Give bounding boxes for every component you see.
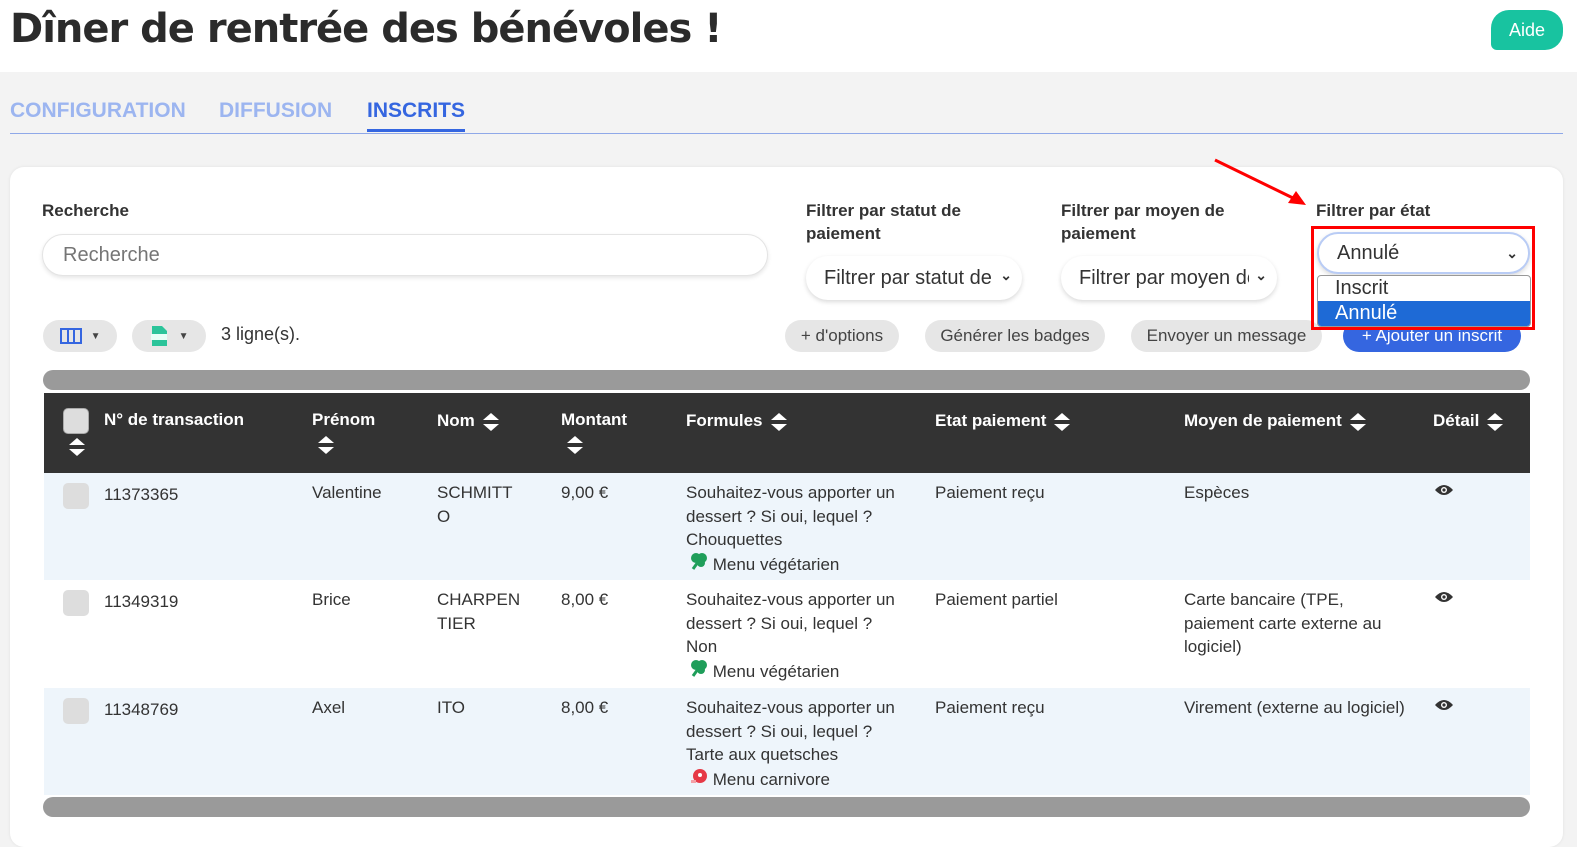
sort-icon[interactable] xyxy=(318,435,334,455)
column-header-moyen[interactable]: Moyen de paiement xyxy=(1184,410,1366,432)
menu: Menu végétarien xyxy=(712,554,840,574)
xlsx-file-icon xyxy=(150,326,167,346)
chevron-down-icon: ⌄ xyxy=(1000,267,1012,283)
caret-down-icon: ▼ xyxy=(178,330,189,342)
column-header-detail[interactable]: Détail xyxy=(1433,410,1504,432)
annotation-highlight-box xyxy=(1311,226,1535,330)
table-row: 11348769 Axel ITO 8,00 € Souhaitez-vous … xyxy=(44,688,1530,795)
horizontal-scrollbar-top[interactable] xyxy=(43,370,1530,390)
caret-down-icon: ▼ xyxy=(90,330,101,342)
column-header-transaction[interactable]: N° de transaction xyxy=(104,410,244,429)
generate-badges-button[interactable]: Générer les badges xyxy=(925,320,1105,352)
meat-icon xyxy=(690,768,708,789)
sort-icon[interactable] xyxy=(1349,412,1366,432)
help-button[interactable]: Aide xyxy=(1491,10,1563,50)
broccoli-icon xyxy=(690,552,708,574)
search-label: Recherche xyxy=(42,201,129,220)
column-header-nom[interactable]: Nom xyxy=(437,410,499,432)
search-input[interactable] xyxy=(42,234,768,276)
select-all-checkbox[interactable] xyxy=(63,408,89,434)
column-header-etat[interactable]: Etat paiement xyxy=(935,410,1071,432)
tab-diffusion[interactable]: DIFFUSION xyxy=(219,99,333,122)
table-row: 11349319 Brice CHARPENTIER 8,00 € Souhai… xyxy=(44,580,1530,688)
etat-dropdown-list: Inscrit Annulé xyxy=(1317,275,1531,327)
moyen-filter-select[interactable]: Filtrer par moyen de paiement ⌄ xyxy=(1061,256,1277,300)
tab-inscrits[interactable]: INSCRITS xyxy=(367,99,466,132)
column-header-formules[interactable]: Formules xyxy=(686,410,787,432)
tab-configuration[interactable]: CONFIGURATION xyxy=(10,99,186,122)
eye-icon[interactable] xyxy=(1434,483,1454,497)
moyen-filter-label: Filtrer par moyen de paiement xyxy=(1061,201,1225,243)
etat-option-annule[interactable]: Annulé xyxy=(1318,301,1530,326)
prenom: Valentine xyxy=(312,483,382,502)
montant: 8,00 € xyxy=(561,698,609,717)
columns-toggle-button[interactable]: ▼ xyxy=(43,320,117,352)
column-header-montant[interactable]: Montant xyxy=(561,409,627,455)
formule: Souhaitez-vous apporter un dessert ? Si … xyxy=(686,483,895,549)
prenom: Axel xyxy=(312,698,346,717)
statut-filter-select[interactable]: Filtrer par statut de paiement ⌄ xyxy=(806,256,1022,300)
menu: Menu végétarien xyxy=(712,661,840,681)
eye-icon[interactable] xyxy=(1434,698,1454,712)
horizontal-scrollbar-bottom[interactable] xyxy=(43,797,1530,817)
etat-filter-value: Annulé xyxy=(1337,241,1400,264)
moyen-paiement: Virement (externe au logiciel) xyxy=(1184,698,1405,717)
row-count: 3 ligne(s). xyxy=(221,324,301,344)
sort-icon[interactable] xyxy=(567,435,583,455)
transaction-id: 11349319 xyxy=(104,592,179,611)
statut-filter-label: Filtrer par statut de paiement xyxy=(806,201,961,243)
transaction-id: 11373365 xyxy=(104,485,179,504)
prenom: Brice xyxy=(312,590,351,609)
row-checkbox[interactable] xyxy=(63,483,89,509)
formule: Souhaitez-vous apporter un dessert ? Si … xyxy=(686,590,895,656)
sort-icon[interactable] xyxy=(69,437,85,457)
etat-option-inscrit[interactable]: Inscrit xyxy=(1335,277,1389,299)
column-header-prenom[interactable]: Prénom xyxy=(312,409,375,455)
eye-icon[interactable] xyxy=(1434,590,1454,604)
page-header: Dîner de rentrée des bénévoles ! Aide xyxy=(0,0,1577,72)
more-options-button[interactable]: + d'options xyxy=(785,320,899,352)
chevron-down-icon: ⌄ xyxy=(1255,267,1267,283)
moyen-paiement: Carte bancaire (TPE, paiement carte exte… xyxy=(1184,590,1382,656)
broccoli-icon xyxy=(690,659,708,681)
row-checkbox[interactable] xyxy=(63,590,89,616)
montant: 9,00 € xyxy=(561,483,609,502)
statut-filter-value: Filtrer par statut de paiement xyxy=(824,266,994,289)
etat-paiement: Paiement reçu xyxy=(935,483,1045,502)
formule: Souhaitez-vous apporter un dessert ? Si … xyxy=(686,698,895,764)
tab-bar: CONFIGURATION DIFFUSION INSCRITS xyxy=(10,96,1563,134)
sort-icon[interactable] xyxy=(482,412,499,432)
table-row: 11373365 Valentine SCHMITTO 9,00 € Souha… xyxy=(44,473,1530,580)
sort-icon[interactable] xyxy=(1054,412,1071,432)
send-message-button[interactable]: Envoyer un message xyxy=(1131,320,1322,352)
sort-icon[interactable] xyxy=(1487,412,1504,432)
export-xlsx-button[interactable]: ▼ xyxy=(132,320,206,352)
row-checkbox[interactable] xyxy=(63,698,89,724)
nom: ITO xyxy=(437,698,466,717)
moyen-paiement: Espèces xyxy=(1184,483,1250,502)
etat-filter-label: Filtrer par état xyxy=(1316,201,1431,220)
annotation-arrow-icon xyxy=(1214,158,1306,205)
menu: Menu carnivore xyxy=(712,769,830,789)
etat-paiement: Paiement partiel xyxy=(935,590,1058,609)
sort-icon[interactable] xyxy=(770,412,787,432)
columns-icon xyxy=(59,328,82,344)
chevron-down-icon: ⌄ xyxy=(1506,245,1518,261)
table-header: N° de transaction Prénom Nom Montant For… xyxy=(44,393,1530,473)
montant: 8,00 € xyxy=(561,590,609,609)
etat-paiement: Paiement reçu xyxy=(935,698,1045,717)
nom: SCHMITTO xyxy=(437,483,513,526)
page-title: Dîner de rentrée des bénévoles ! xyxy=(10,6,722,52)
moyen-filter-value: Filtrer par moyen de paiement xyxy=(1079,266,1249,289)
transaction-id: 11348769 xyxy=(104,700,179,719)
nom: CHARPENTIER xyxy=(437,590,521,633)
etat-filter-select[interactable]: Annulé ⌄ xyxy=(1317,232,1530,274)
